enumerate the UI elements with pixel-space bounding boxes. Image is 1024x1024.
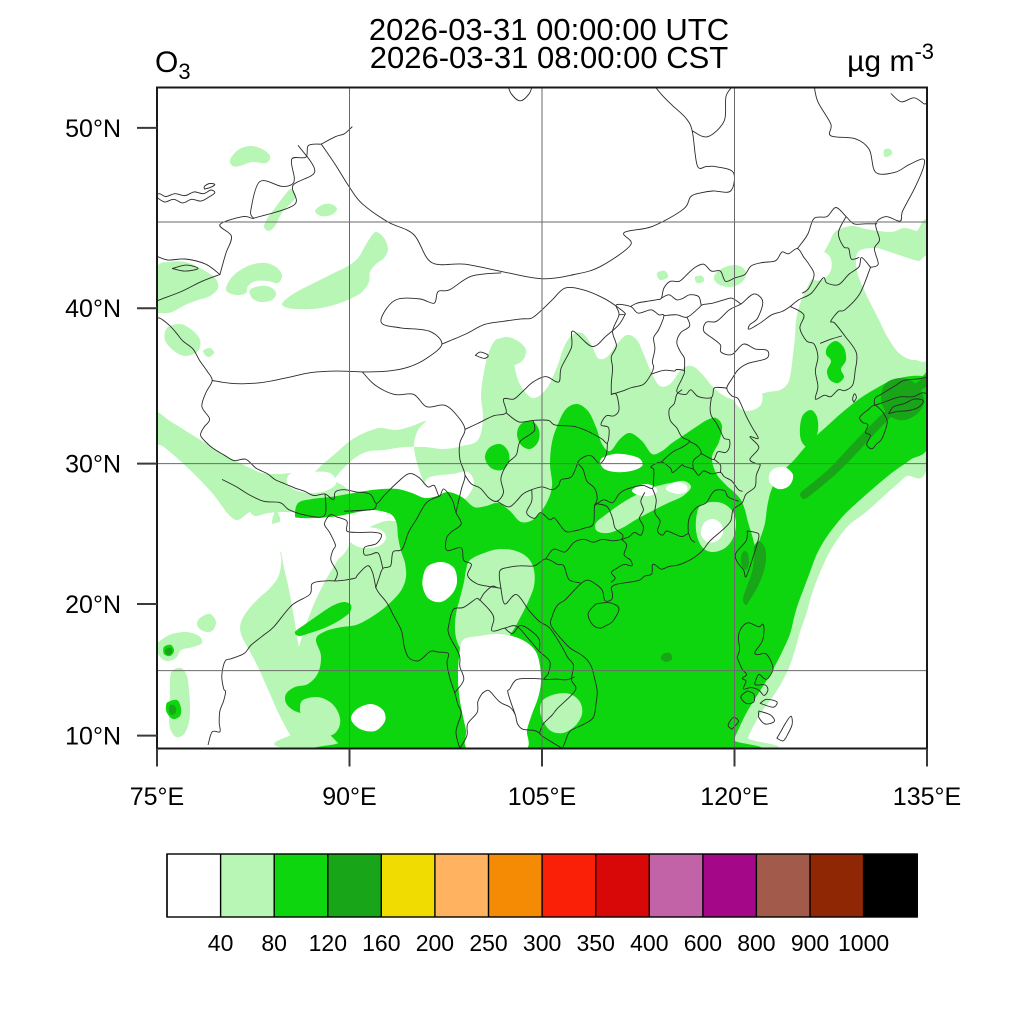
svg-text:40: 40 xyxy=(208,930,234,956)
svg-text:80: 80 xyxy=(261,930,287,956)
svg-text:350: 350 xyxy=(577,930,615,956)
svg-text:135°E: 135°E xyxy=(893,783,961,811)
svg-text:105°E: 105°E xyxy=(508,783,576,811)
svg-text:120: 120 xyxy=(309,930,347,956)
svg-text:120°E: 120°E xyxy=(700,783,768,811)
svg-text:2026-03-31 08:00:00 CST: 2026-03-31 08:00:00 CST xyxy=(370,40,729,75)
svg-text:20°N: 20°N xyxy=(65,591,121,619)
svg-text:10°N: 10°N xyxy=(65,723,121,751)
svg-text:40°N: 40°N xyxy=(65,295,121,323)
svg-text:600: 600 xyxy=(684,930,722,956)
svg-text:75°E: 75°E xyxy=(130,783,184,811)
svg-text:90°E: 90°E xyxy=(322,783,376,811)
svg-text:300: 300 xyxy=(523,930,561,956)
svg-text:160: 160 xyxy=(362,930,400,956)
svg-text:30°N: 30°N xyxy=(65,451,121,479)
svg-text:800: 800 xyxy=(737,930,775,956)
svg-text:1000: 1000 xyxy=(838,930,889,956)
svg-text:50°N: 50°N xyxy=(65,115,121,143)
svg-text:250: 250 xyxy=(469,930,507,956)
svg-text:200: 200 xyxy=(416,930,454,956)
svg-text:900: 900 xyxy=(791,930,829,956)
svg-text:2026-03-31 00:00:00 UTC: 2026-03-31 00:00:00 UTC xyxy=(369,12,729,47)
svg-text:400: 400 xyxy=(630,930,668,956)
